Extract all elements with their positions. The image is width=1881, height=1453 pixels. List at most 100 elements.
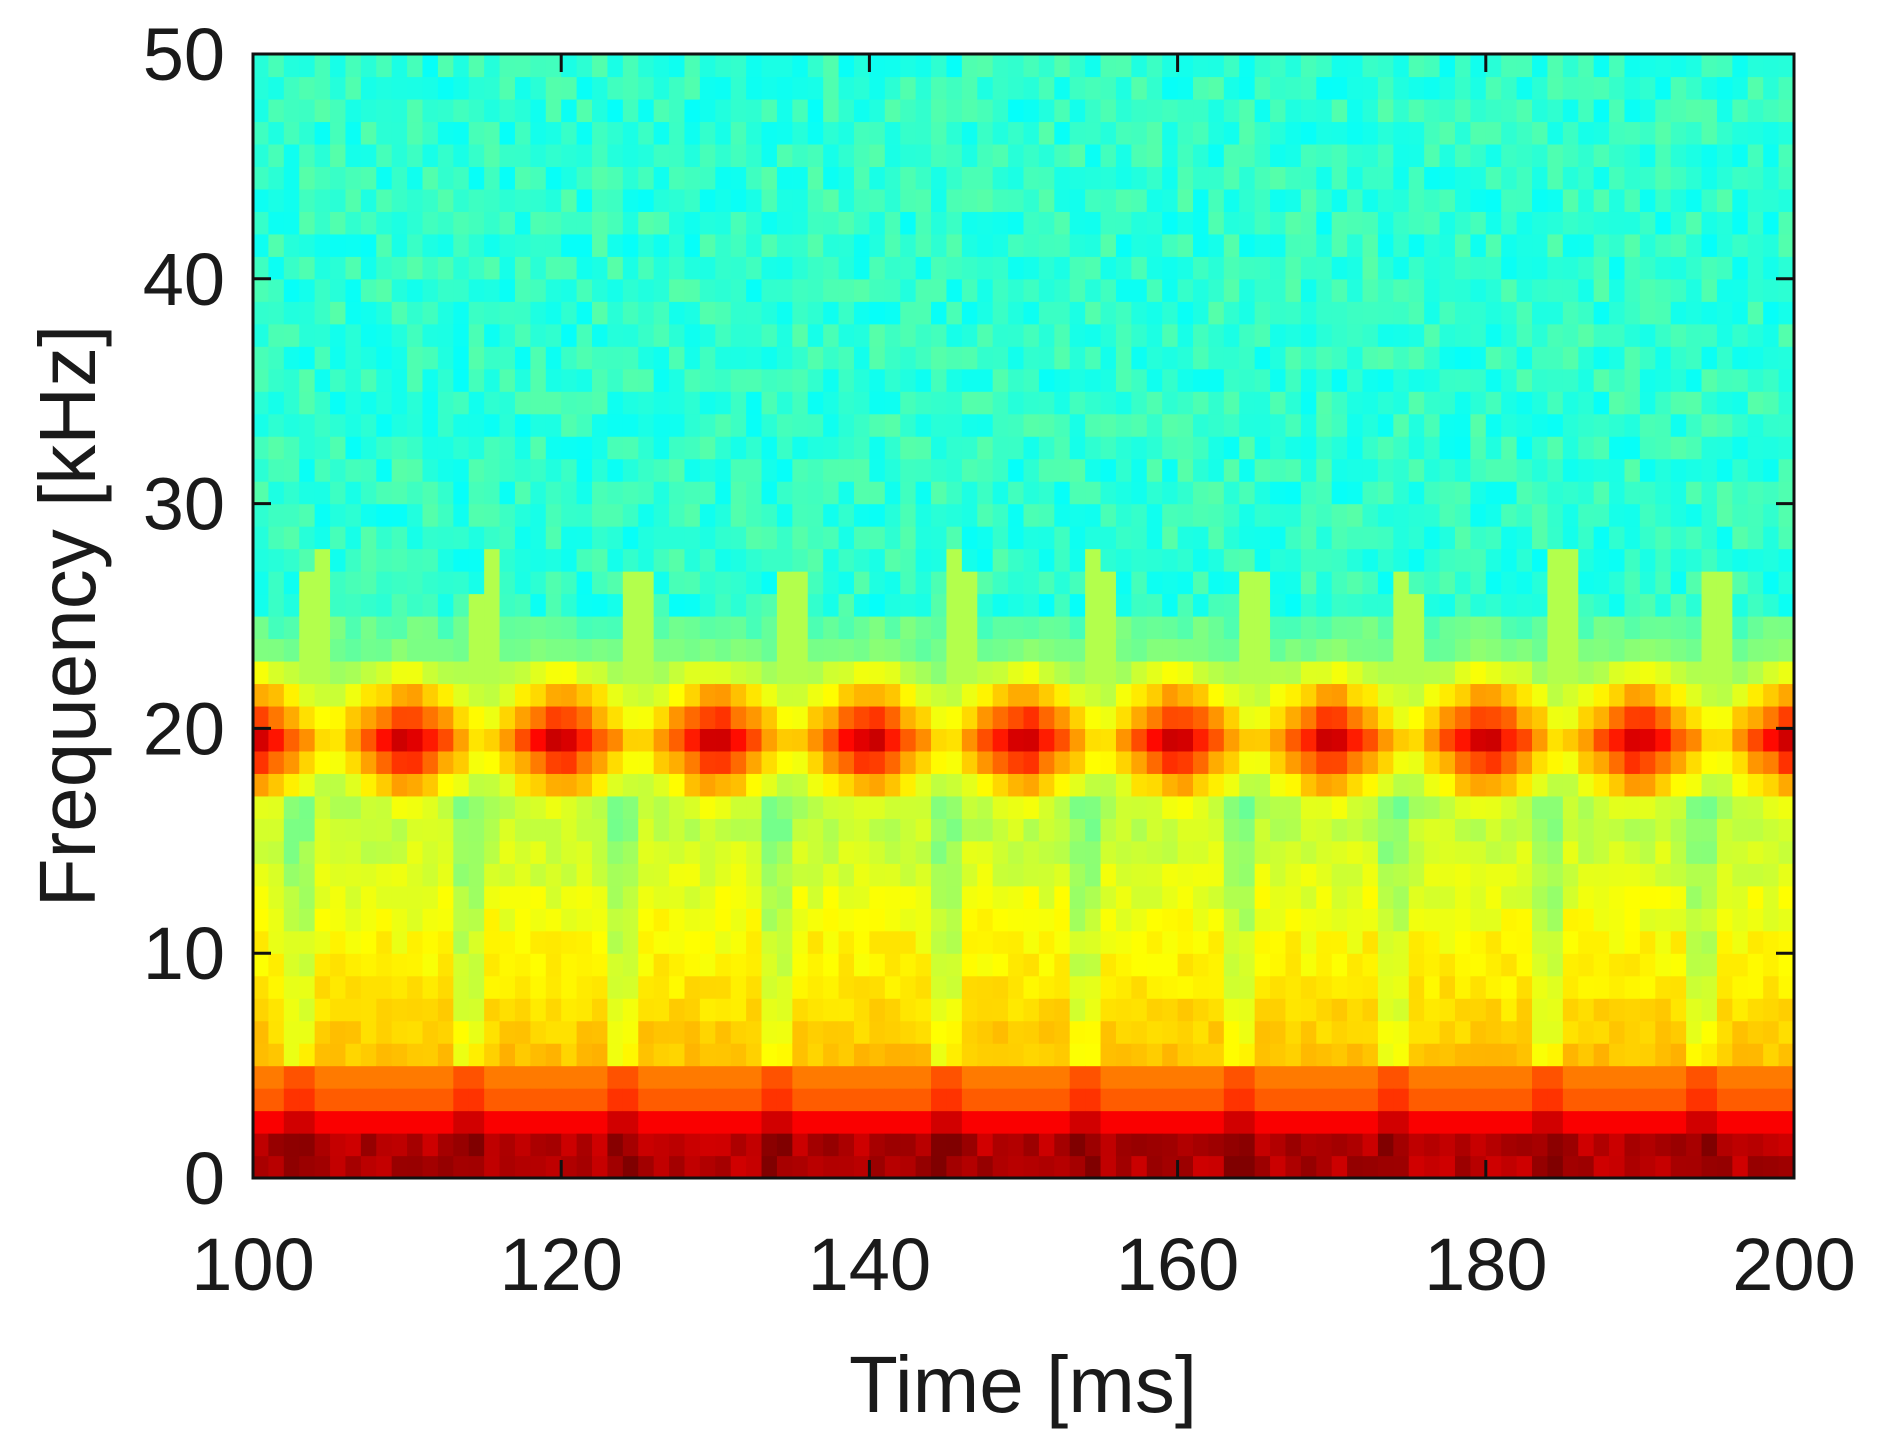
heatmap-cell <box>653 368 670 392</box>
heatmap-cell <box>253 1155 270 1179</box>
heatmap-cell <box>1485 998 1502 1022</box>
heatmap-cell <box>1038 1110 1055 1134</box>
heatmap-cell <box>838 795 855 819</box>
heatmap-cell <box>853 818 870 842</box>
heatmap-cell <box>823 436 840 460</box>
heatmap-cell <box>1177 503 1194 527</box>
heatmap-cell <box>514 233 531 257</box>
heatmap-cell <box>715 188 732 212</box>
heatmap-cell <box>314 795 331 819</box>
heatmap-cell <box>1716 233 1733 257</box>
heatmap-cell <box>915 1155 932 1179</box>
heatmap-cell <box>499 481 516 505</box>
heatmap-cell <box>776 166 793 190</box>
heatmap-cell <box>730 1133 747 1157</box>
heatmap-cell <box>1408 548 1425 572</box>
heatmap-cell <box>376 503 393 527</box>
heatmap-cell <box>1362 930 1379 954</box>
heatmap-cell <box>1208 548 1225 572</box>
heatmap-cell <box>900 166 917 190</box>
heatmap-cell <box>1516 1065 1533 1089</box>
heatmap-cell <box>360 76 377 100</box>
heatmap-cell <box>1686 548 1703 572</box>
heatmap-cell <box>391 930 408 954</box>
heatmap-cell <box>900 503 917 527</box>
heatmap-cell <box>853 1133 870 1157</box>
heatmap-cell <box>1254 166 1271 190</box>
heatmap-cell <box>992 526 1009 550</box>
heatmap-cell <box>992 188 1009 212</box>
heatmap-cell <box>792 593 809 617</box>
heatmap-cell <box>299 616 316 640</box>
heatmap-cell <box>530 1110 547 1134</box>
heatmap-cell <box>391 1065 408 1089</box>
heatmap-cell <box>1578 458 1595 482</box>
heatmap-cell <box>1701 571 1718 595</box>
heatmap-cell <box>1193 233 1210 257</box>
heatmap-cell <box>1578 818 1595 842</box>
heatmap-cell <box>977 930 994 954</box>
heatmap-cell <box>576 458 593 482</box>
heatmap-cell <box>1763 503 1780 527</box>
heatmap-cell <box>1177 728 1194 752</box>
heatmap-cell <box>607 773 624 797</box>
heatmap-cell <box>1732 638 1749 662</box>
heatmap-cell <box>360 593 377 617</box>
heatmap-cell <box>1100 526 1117 550</box>
heatmap-cell <box>1146 1020 1163 1044</box>
heatmap-cell <box>1254 54 1271 78</box>
heatmap-cell <box>1593 571 1610 595</box>
heatmap-cell <box>1701 660 1718 685</box>
heatmap-cell <box>1115 76 1132 100</box>
heatmap-cell <box>1609 1088 1626 1112</box>
heatmap-cell <box>314 953 331 977</box>
heatmap-cell <box>1439 616 1456 640</box>
heatmap-cell <box>1778 683 1795 707</box>
heatmap-cell <box>1362 885 1379 909</box>
heatmap-cell <box>1085 526 1102 550</box>
heatmap-cell <box>823 863 840 887</box>
heatmap-cell <box>669 76 686 100</box>
heatmap-cell <box>1547 975 1564 999</box>
heatmap-cell <box>776 998 793 1022</box>
heatmap-cell <box>1146 616 1163 640</box>
heatmap-cell <box>1285 705 1302 729</box>
heatmap-cell <box>514 975 531 999</box>
heatmap-cell <box>946 863 963 887</box>
heatmap-cell <box>1763 278 1780 302</box>
heatmap-cell <box>1100 54 1117 78</box>
heatmap-cell <box>1501 683 1518 707</box>
heatmap-cell <box>576 391 593 415</box>
heatmap-cell <box>1347 975 1364 999</box>
heatmap-cell <box>1069 98 1086 123</box>
heatmap-cell <box>1701 98 1718 123</box>
heatmap-cell <box>730 975 747 999</box>
heatmap-cell <box>345 795 362 819</box>
heatmap-cell <box>468 683 485 707</box>
heatmap-cell <box>884 278 901 302</box>
heatmap-cell <box>730 346 747 370</box>
heatmap-cell <box>776 750 793 774</box>
heatmap-cell <box>1609 863 1626 887</box>
heatmap-cell <box>653 301 670 325</box>
heatmap-cell <box>376 818 393 842</box>
heatmap-cell <box>468 346 485 370</box>
heatmap-cell <box>1485 571 1502 595</box>
heatmap-cell <box>1778 346 1795 370</box>
heatmap-cell <box>345 548 362 572</box>
heatmap-cell <box>1716 616 1733 640</box>
heatmap-cell <box>561 526 578 550</box>
heatmap-cell <box>1732 98 1749 123</box>
heatmap-cell <box>1470 503 1487 527</box>
heatmap-cell <box>360 391 377 415</box>
heatmap-cell <box>1208 346 1225 370</box>
heatmap-cell <box>684 1155 701 1179</box>
heatmap-cell <box>1008 526 1025 550</box>
heatmap-cell <box>407 795 424 819</box>
heatmap-cell <box>746 683 763 707</box>
heatmap-cell <box>453 188 470 212</box>
heatmap-cell <box>746 436 763 460</box>
heatmap-cell <box>1716 54 1733 78</box>
heatmap-cell <box>1747 1133 1764 1157</box>
heatmap-cell <box>1593 1088 1610 1112</box>
